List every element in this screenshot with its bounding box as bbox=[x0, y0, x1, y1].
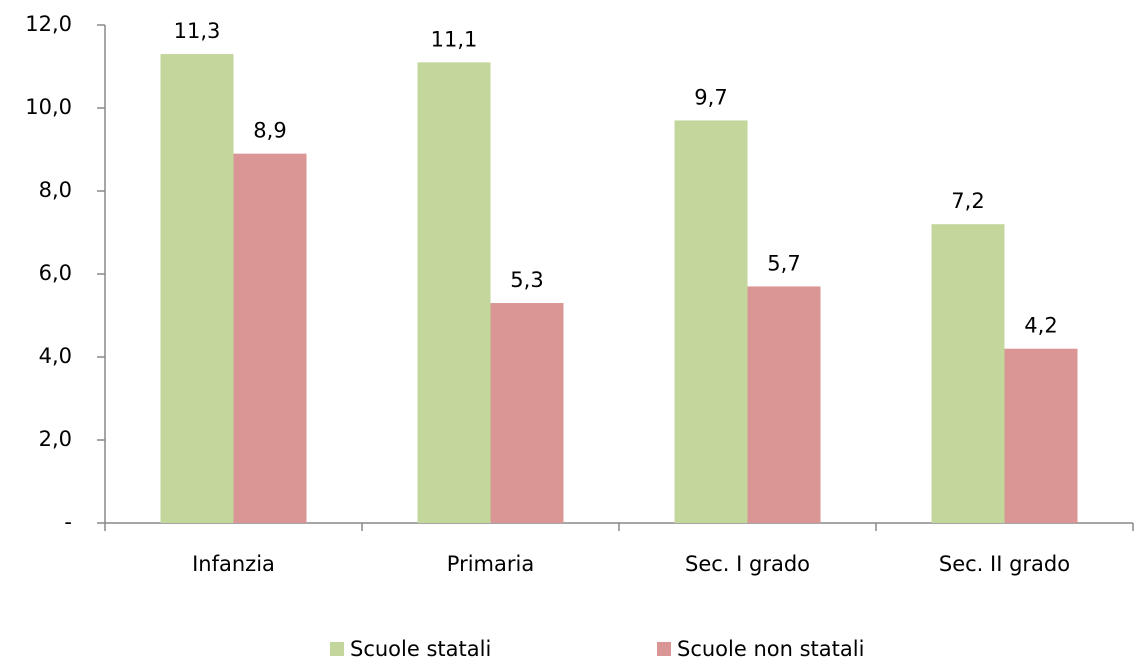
data-label: 11,3 bbox=[174, 19, 221, 43]
bar bbox=[160, 54, 234, 524]
x-tick-label: Infanzia bbox=[192, 552, 275, 576]
data-label: 8,9 bbox=[253, 119, 286, 143]
bar bbox=[490, 303, 564, 523]
data-label: 9,7 bbox=[694, 85, 727, 109]
data-label: 5,7 bbox=[767, 251, 800, 275]
y-tick-label: - bbox=[64, 510, 72, 534]
data-label: 5,3 bbox=[510, 268, 543, 292]
legend-swatch bbox=[330, 642, 344, 656]
bar bbox=[233, 153, 307, 523]
bar bbox=[1004, 348, 1078, 523]
x-tick-label: Sec. II grado bbox=[939, 552, 1070, 576]
y-tick-label: 12,0 bbox=[25, 12, 72, 36]
data-label: 7,2 bbox=[951, 189, 984, 213]
y-tick-label: 6,0 bbox=[39, 261, 72, 285]
y-tick-label: 10,0 bbox=[25, 95, 72, 119]
data-label: 4,2 bbox=[1024, 314, 1057, 338]
x-tick-label: Primaria bbox=[447, 552, 534, 576]
y-tick-label: 8,0 bbox=[39, 178, 72, 202]
bar bbox=[747, 286, 821, 523]
y-tick-label: 4,0 bbox=[39, 344, 72, 368]
x-tick-label: Sec. I grado bbox=[685, 552, 810, 576]
data-label: 11,1 bbox=[431, 27, 478, 51]
legend-swatch bbox=[657, 642, 671, 656]
legend-label: Scuole statali bbox=[350, 637, 491, 661]
bar bbox=[674, 120, 748, 523]
bar bbox=[417, 62, 491, 523]
y-tick-label: 2,0 bbox=[39, 427, 72, 451]
bar bbox=[931, 224, 1005, 523]
legend-label: Scuole non statali bbox=[677, 637, 864, 661]
